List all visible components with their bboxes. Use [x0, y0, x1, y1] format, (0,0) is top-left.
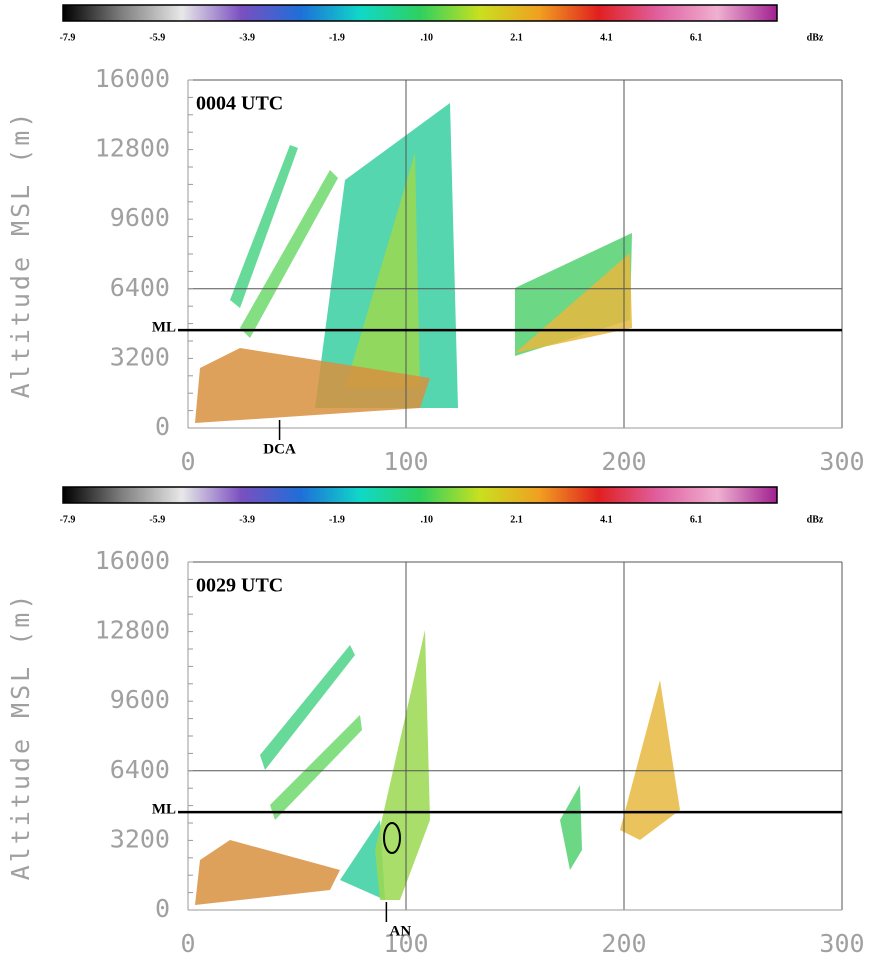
x-tick-label: 300 — [819, 447, 864, 476]
site-label: AN — [390, 923, 412, 939]
colorbar-tick-label: -1.9 — [329, 32, 345, 43]
y-axis-label: Altitude MSL (m) — [6, 592, 35, 881]
y-tick-label: 9600 — [110, 685, 170, 714]
colorbar-unit: dBz — [807, 32, 824, 43]
echo-region — [260, 645, 355, 770]
highlight-ellipse — [383, 822, 401, 854]
y-tick-label: 3200 — [110, 342, 170, 371]
x-tick-label: 0 — [180, 929, 195, 958]
echo-region — [195, 348, 430, 423]
colorbar-tick-label: -7.9 — [60, 514, 76, 525]
y-tick-label: 9600 — [110, 203, 170, 232]
colorbar-tick-label: -3.9 — [239, 32, 255, 43]
panel-title: 0004 UTC — [196, 93, 283, 115]
echo-region — [375, 630, 430, 900]
colorbar-tick-label: -1.9 — [329, 514, 345, 525]
colorbar-tick-label: -7.9 — [60, 32, 76, 43]
melting-level-label: ML — [152, 802, 176, 818]
x-tick-label: 200 — [601, 447, 646, 476]
y-tick-label: 12800 — [95, 616, 170, 645]
echo-region — [560, 785, 582, 870]
y-tick-label: 3200 — [110, 824, 170, 853]
y-tick-label: 6400 — [110, 273, 170, 302]
x-tick-label: 200 — [601, 929, 646, 958]
y-tick-label: 12800 — [95, 134, 170, 163]
y-tick-label: 16000 — [95, 546, 170, 575]
echo-region — [270, 715, 362, 820]
y-tick-label: 0 — [155, 894, 170, 923]
echo-region — [230, 145, 298, 308]
melting-level-label: ML — [152, 320, 176, 336]
colorbar-unit: dBz — [807, 514, 824, 525]
y-tick-label: 6400 — [110, 755, 170, 784]
x-tick-label: 300 — [819, 929, 864, 958]
colorbar-tick-label: -5.9 — [149, 32, 165, 43]
echo-region — [620, 680, 680, 840]
colorbar-tick-label: 6.1 — [690, 32, 703, 43]
echo-region — [515, 253, 632, 353]
colorbar-tick-label: 2.1 — [510, 32, 523, 43]
panel-title: 0029 UTC — [196, 575, 283, 597]
colorbar — [62, 486, 778, 504]
colorbar-tick-label: 4.1 — [600, 514, 613, 525]
echo-region — [195, 840, 340, 905]
colorbar-tick-label: -3.9 — [239, 514, 255, 525]
colorbar-tick-label: 4.1 — [600, 32, 613, 43]
colorbar-tick-label: 6.1 — [690, 514, 703, 525]
colorbar-tick-label: 2.1 — [510, 514, 523, 525]
y-tick-label: 0 — [155, 412, 170, 441]
y-axis-label: Altitude MSL (m) — [6, 110, 35, 399]
x-tick-label: 100 — [383, 447, 428, 476]
colorbar-tick-label: .10 — [420, 514, 433, 525]
colorbar-tick-label: -5.9 — [149, 514, 165, 525]
site-label: DCA — [263, 441, 296, 457]
echo-region — [340, 820, 385, 900]
colorbar — [62, 4, 778, 22]
colorbar-tick-label: .10 — [420, 32, 433, 43]
y-tick-label: 16000 — [95, 64, 170, 93]
x-tick-label: 100 — [383, 929, 428, 958]
x-tick-label: 0 — [180, 447, 195, 476]
echo-region — [240, 170, 338, 338]
